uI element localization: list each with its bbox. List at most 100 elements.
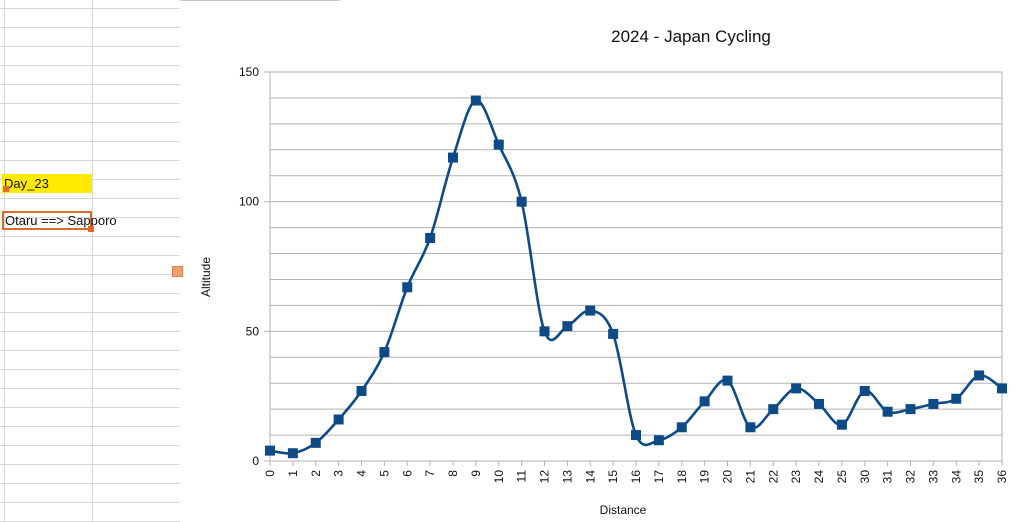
data-point (859, 385, 870, 396)
y-tick-label: 150 (239, 65, 259, 79)
data-point (882, 406, 893, 417)
data-point (951, 393, 962, 404)
data-point (310, 437, 321, 448)
anchor-icon[interactable] (172, 266, 183, 277)
x-tick-label: 6 (400, 470, 414, 477)
data-points (265, 95, 1007, 459)
x-tick-label: 21 (743, 470, 757, 484)
data-point (814, 398, 824, 409)
y-axis-ticks: 0 50 100 150 (239, 65, 270, 468)
plot-area (269, 71, 1003, 462)
sheet-row-line (0, 312, 180, 313)
x-tick-label: 25 (835, 470, 849, 484)
sheet-row-line (0, 65, 180, 66)
x-tick-label: 16 (629, 470, 643, 484)
cell-route[interactable]: Otaru ==> Sapporo (2, 211, 117, 230)
data-point (791, 383, 802, 394)
sheet-row-line (0, 103, 180, 104)
x-tick-label: 10 (492, 470, 506, 484)
x-tick-label: 0 (263, 470, 277, 477)
sheet-column-line (4, 0, 5, 522)
data-point (722, 375, 733, 386)
chart-title: 2024 - Japan Cycling (611, 27, 771, 46)
x-tick-label: 1 (286, 470, 300, 477)
data-point (585, 305, 596, 316)
x-axis-label: Distance (600, 503, 647, 517)
data-point (974, 370, 985, 381)
data-point (402, 282, 413, 293)
data-point (928, 398, 939, 409)
x-tick-label: 33 (926, 470, 940, 484)
data-point (676, 422, 687, 433)
x-tick-label: 12 (538, 470, 552, 484)
sheet-row-line (0, 293, 180, 294)
x-tick-label: 30 (858, 470, 872, 484)
sheet-row-line (0, 8, 180, 9)
sheet-row-line (0, 407, 180, 408)
data-point (493, 139, 504, 150)
x-tick-label: 23 (789, 470, 803, 484)
data-point (768, 404, 779, 415)
x-tick-label: 2 (309, 470, 323, 477)
data-point (265, 445, 275, 456)
data-point (905, 404, 916, 415)
x-tick-label: 24 (812, 470, 826, 484)
sheet-row-line (0, 46, 180, 47)
x-tick-label: 32 (904, 470, 918, 484)
data-point (836, 419, 847, 430)
data-point (562, 321, 573, 332)
sheet-row-line (0, 141, 180, 142)
sheet-column-line (92, 0, 93, 522)
sheet-row-line (0, 198, 180, 199)
data-point (539, 326, 550, 337)
x-tick-label: 17 (652, 470, 666, 484)
data-point (356, 385, 367, 396)
sheet-top-border (180, 0, 340, 1)
sheet-row-line (0, 160, 180, 161)
x-tick-label: 31 (881, 470, 895, 484)
spreadsheet-grid (0, 0, 180, 522)
sheet-row-line (0, 350, 180, 351)
selection-handle[interactable] (88, 226, 94, 232)
data-point (448, 152, 458, 163)
sheet-row-line (0, 502, 180, 503)
y-tick-label: 100 (239, 195, 259, 209)
x-tick-label: 13 (560, 470, 574, 484)
sheet-row-line (0, 255, 180, 256)
x-tick-label: 3 (332, 470, 346, 477)
x-tick-label: 35 (972, 470, 986, 484)
cell-handle[interactable] (3, 186, 9, 192)
x-tick-label: 34 (949, 470, 963, 484)
sheet-row-line (0, 483, 180, 484)
x-tick-label: 5 (377, 470, 391, 477)
x-tick-label: 8 (446, 470, 460, 477)
sheet-row-line (0, 369, 180, 370)
cell-day[interactable]: Day_23 (2, 174, 92, 193)
sheet-row-line (0, 122, 180, 123)
data-point (608, 328, 619, 339)
sheet-row-line (0, 236, 180, 237)
x-tick-label: 36 (995, 470, 1009, 484)
y-tick-label: 0 (252, 454, 259, 468)
x-tick-label: 19 (698, 470, 712, 484)
x-axis-ticks: 0 1 2 3 4 5 6 7 8 9 10 11 12 13 14 15 16 17 18 19 20 21 22 23 24… (263, 461, 1009, 483)
sheet-row-line (0, 274, 180, 275)
sheet-row-line (0, 464, 180, 465)
x-tick-label: 9 (469, 470, 483, 477)
data-point (470, 95, 481, 106)
data-point (287, 448, 298, 459)
chart-gridlines (270, 71, 1002, 462)
sheet-row-line (0, 426, 180, 427)
x-tick-label: 18 (675, 470, 689, 484)
x-tick-label: 11 (515, 470, 529, 483)
data-point (379, 347, 390, 358)
data-point (745, 422, 756, 433)
data-point (699, 396, 710, 407)
data-point (631, 430, 641, 441)
x-tick-label: 20 (721, 470, 735, 484)
x-tick-label: 4 (355, 470, 369, 477)
x-tick-label: 22 (766, 470, 780, 484)
data-point (997, 383, 1007, 394)
sheet-row-line (0, 445, 180, 446)
